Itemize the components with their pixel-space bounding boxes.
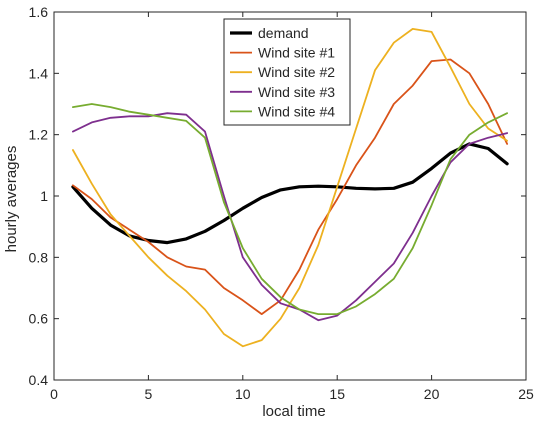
x-tick-label: 20 xyxy=(424,386,440,402)
x-tick-label: 0 xyxy=(50,386,58,402)
x-tick-label: 5 xyxy=(145,386,153,402)
legend-label-5: Wind site #4 xyxy=(258,103,335,119)
ticks-layer: 0 5 10 15 20 25 0.4 0.6 0.8 1 1.2 1.4 1.6 xyxy=(29,4,534,402)
y-tick-label: 0.4 xyxy=(29,372,49,388)
x-tick-label: 25 xyxy=(518,386,534,402)
x-axis-label: local time xyxy=(262,403,325,420)
y-tick-label: 1.2 xyxy=(29,127,49,143)
legend-label-4: Wind site #3 xyxy=(258,84,335,100)
series-layer xyxy=(71,27,509,348)
y-tick-label: 0.6 xyxy=(29,311,49,327)
legend-label-1: demand xyxy=(258,25,309,41)
y-tick-label: 1.6 xyxy=(29,4,49,20)
y-tick-label: 1 xyxy=(40,188,48,204)
x-tick-label: 15 xyxy=(329,386,345,402)
series-line-5 xyxy=(72,103,509,316)
y-axis-label: hourly averages xyxy=(3,146,20,253)
y-tick-label: 1.4 xyxy=(29,65,49,81)
series-line-4 xyxy=(72,112,509,322)
y-tick-label: 0.8 xyxy=(29,249,49,265)
legend-label-2: Wind site #1 xyxy=(258,45,335,61)
legend-label-3: Wind site #2 xyxy=(258,64,335,80)
x-tick-label: 10 xyxy=(235,386,251,402)
legend: demand Wind site #1 Wind site #2 Wind site … xyxy=(223,18,351,126)
series-line-2 xyxy=(72,58,509,316)
